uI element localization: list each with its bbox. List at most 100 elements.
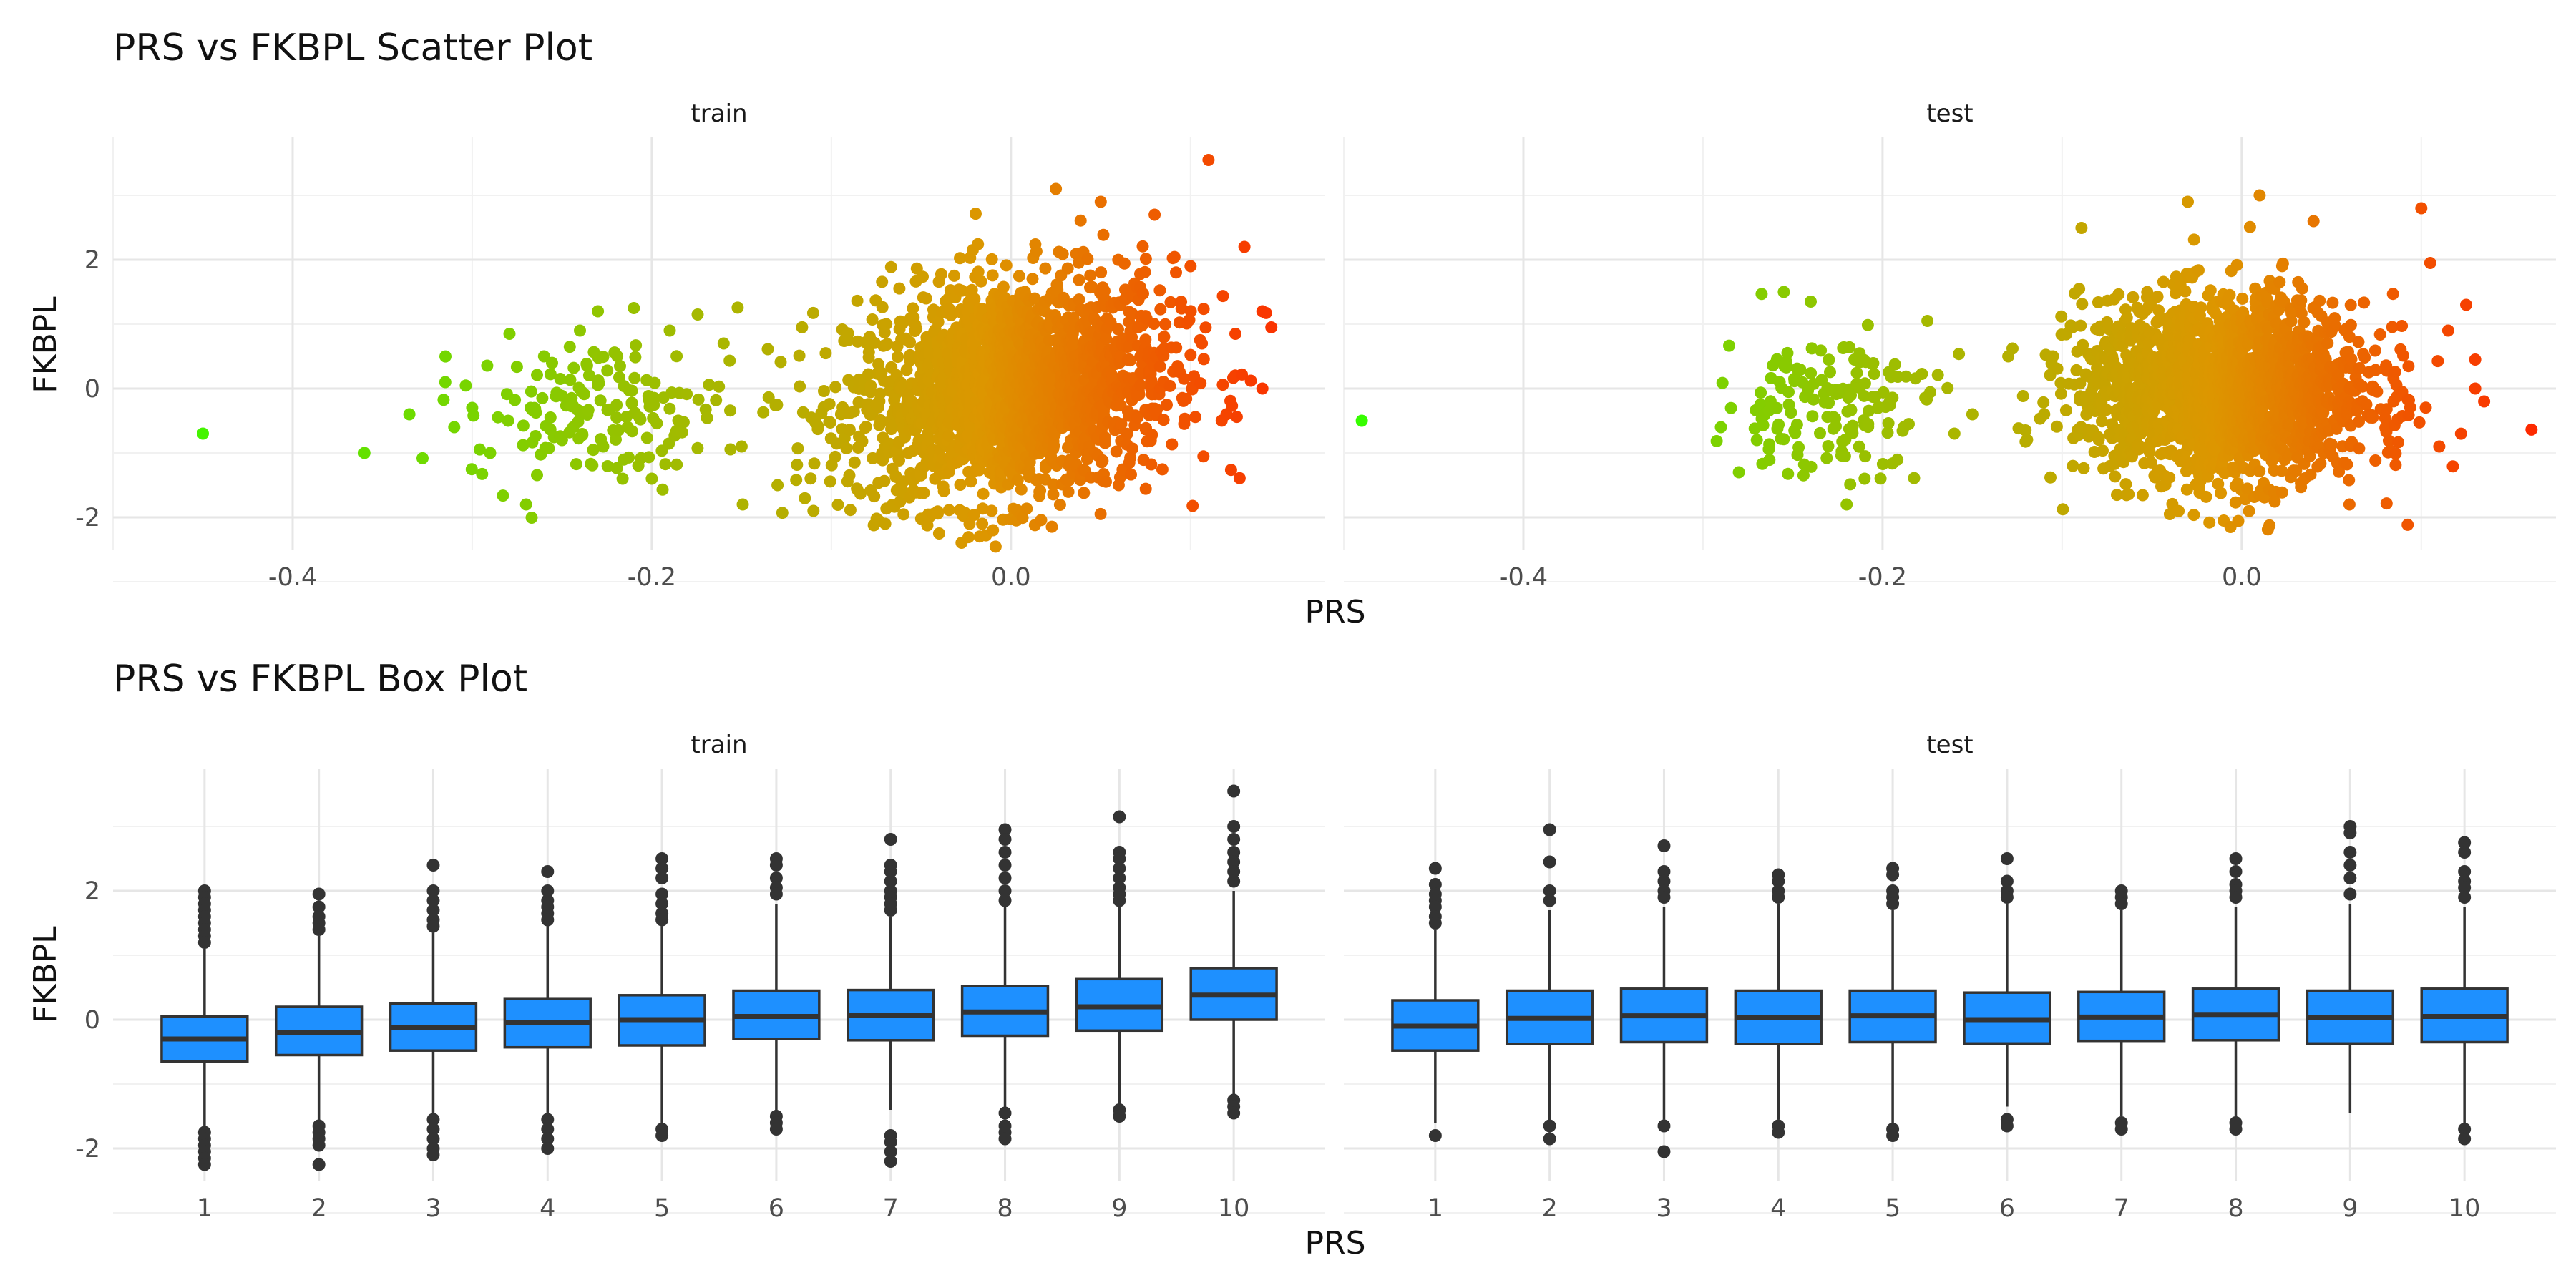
data-point — [1161, 399, 1173, 411]
data-point — [970, 208, 982, 220]
x-tick-label: 4 — [540, 1194, 555, 1223]
data-point — [2402, 360, 2415, 373]
data-point — [650, 417, 663, 430]
data-point — [628, 371, 641, 384]
x-tick-label: 3 — [425, 1194, 441, 1223]
data-point — [2239, 493, 2252, 506]
box-outlier — [884, 874, 897, 888]
data-point — [2460, 298, 2472, 311]
data-point — [989, 540, 1002, 553]
data-point — [1916, 368, 1928, 380]
data-point — [851, 294, 864, 307]
data-point — [1184, 305, 1197, 318]
data-point — [881, 338, 894, 351]
data-point — [1074, 214, 1087, 227]
data-point — [2369, 364, 2382, 376]
y-tick-label: -2 — [75, 504, 100, 532]
data-point — [824, 416, 836, 429]
data-point — [2075, 222, 2088, 234]
data-point — [1355, 414, 1368, 427]
data-point — [736, 498, 749, 511]
data-point — [2326, 296, 2339, 309]
data-point — [2070, 364, 2083, 376]
data-point — [2157, 275, 2170, 288]
box-outlier — [1886, 1129, 1900, 1142]
data-point — [2055, 310, 2068, 323]
box-outlier — [655, 872, 669, 884]
data-point — [1124, 354, 1136, 367]
data-point — [691, 308, 704, 321]
data-point — [1755, 288, 1768, 301]
data-point — [2092, 296, 2104, 308]
x-tick-label: 6 — [769, 1194, 784, 1223]
data-point — [997, 280, 1010, 293]
data-point — [1078, 487, 1091, 499]
data-point — [717, 337, 730, 350]
x-tick-label: 10 — [2449, 1194, 2481, 1223]
data-point — [648, 376, 661, 389]
data-point — [1134, 379, 1147, 391]
box-outlier — [1227, 833, 1241, 846]
data-point — [544, 411, 557, 424]
data-point — [1823, 396, 1835, 409]
box-outlier — [2343, 826, 2357, 839]
data-point — [893, 282, 906, 295]
data-point — [2096, 415, 2108, 428]
data-point — [2109, 470, 2122, 483]
data-point — [1011, 474, 1024, 487]
data-point — [525, 385, 537, 398]
box-outlier — [312, 923, 326, 936]
box-outlier — [1543, 823, 1556, 836]
data-point — [509, 394, 522, 406]
box-outlier — [1113, 1110, 1126, 1123]
data-point — [829, 450, 841, 463]
box-outlier — [998, 894, 1012, 907]
data-point — [2298, 316, 2311, 328]
data-point — [1020, 502, 1033, 515]
data-point — [1710, 435, 1723, 447]
data-point — [1861, 318, 1874, 331]
data-point — [546, 356, 558, 369]
x-tick-label: 1 — [197, 1194, 213, 1223]
data-point — [1121, 427, 1133, 440]
data-point — [1236, 368, 1249, 381]
data-point — [2143, 446, 2156, 459]
x-tick-label: 0.0 — [991, 563, 1031, 592]
data-point — [1131, 411, 1144, 424]
data-point — [2203, 516, 2216, 529]
data-point — [757, 406, 770, 419]
box-outlier — [541, 1142, 555, 1155]
box-x-axis-title: PRS — [1304, 1225, 1365, 1262]
data-point — [1882, 417, 1895, 429]
data-point — [663, 324, 676, 337]
box-outlier — [541, 913, 555, 927]
data-point — [1126, 331, 1138, 343]
data-point — [1953, 348, 1966, 361]
data-point — [840, 442, 853, 454]
box-outlier — [769, 859, 783, 872]
data-point — [692, 393, 705, 406]
data-point — [976, 517, 989, 530]
data-point — [987, 524, 1000, 537]
data-point — [1757, 419, 1770, 431]
data-point — [2290, 464, 2303, 477]
data-point — [818, 385, 830, 397]
data-point — [2380, 403, 2393, 416]
data-point — [2046, 350, 2059, 363]
data-point — [1874, 472, 1887, 485]
data-point — [1013, 270, 1025, 283]
data-point — [2307, 215, 2320, 228]
data-point — [2404, 401, 2416, 414]
box-outlier — [655, 852, 669, 865]
data-point — [564, 374, 577, 386]
data-point — [555, 389, 568, 402]
x-tick-label: 1 — [1428, 1194, 1443, 1223]
data-point — [570, 458, 582, 471]
data-point — [884, 260, 897, 273]
box-outlier — [998, 872, 1012, 884]
box-outlier — [2000, 1119, 2014, 1133]
box-outlier — [2000, 874, 2014, 888]
data-point — [2097, 444, 2109, 457]
data-point — [2119, 478, 2132, 491]
data-point — [2192, 264, 2205, 277]
